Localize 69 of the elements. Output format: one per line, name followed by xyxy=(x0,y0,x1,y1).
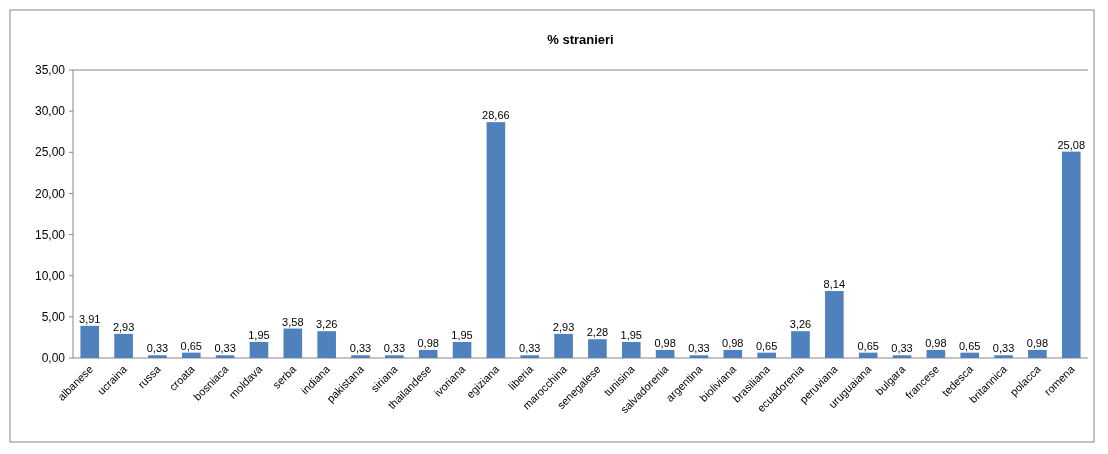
bar xyxy=(317,331,336,358)
data-label: 1,95 xyxy=(620,328,642,341)
bar xyxy=(588,339,607,358)
bar xyxy=(520,355,540,358)
data-label: 3,91 xyxy=(79,312,101,325)
y-tick-label: 10,00 xyxy=(34,268,66,283)
bar xyxy=(621,341,641,358)
y-tick-label: 25,00 xyxy=(34,145,66,160)
bar xyxy=(215,355,235,358)
data-label: 0,65 xyxy=(857,339,879,352)
data-label: 0,33 xyxy=(519,342,541,355)
y-tick-label: 35,00 xyxy=(34,63,66,78)
data-label: 2,28 xyxy=(586,326,609,339)
bar xyxy=(114,333,133,358)
bar xyxy=(80,325,100,358)
data-label: 0,98 xyxy=(925,336,947,349)
data-label: 0,65 xyxy=(180,339,202,352)
data-label: 1,95 xyxy=(248,328,270,341)
data-label: 0,65 xyxy=(959,339,981,352)
bar xyxy=(892,355,912,358)
y-tick-label: 0,00 xyxy=(41,351,66,366)
data-label: 0,33 xyxy=(992,342,1015,355)
data-label: 3,58 xyxy=(282,315,304,328)
data-label: 0,98 xyxy=(654,336,676,349)
y-tick-label: 5,00 xyxy=(41,310,66,325)
bar xyxy=(960,352,980,358)
y-tick-label: 30,00 xyxy=(34,104,66,119)
bar xyxy=(418,349,438,358)
bar xyxy=(554,333,573,358)
bar xyxy=(994,355,1013,358)
data-label: 0,98 xyxy=(722,336,744,349)
bar xyxy=(486,122,506,358)
bar xyxy=(723,349,743,358)
bar xyxy=(249,341,269,358)
bar xyxy=(148,355,167,358)
data-label: 0,33 xyxy=(688,342,710,355)
data-label: 0,98 xyxy=(1026,336,1049,349)
bar xyxy=(385,355,404,358)
data-label: 0,33 xyxy=(214,342,236,355)
data-label: 1,95 xyxy=(451,328,473,341)
data-label: 3,26 xyxy=(789,318,812,331)
data-label: 2,93 xyxy=(112,320,135,333)
data-label: 0,33 xyxy=(349,342,372,355)
chart-title: % stranieri xyxy=(547,32,614,47)
bar xyxy=(689,355,709,358)
bar xyxy=(181,352,201,358)
bar xyxy=(926,349,946,358)
data-label: 2,93 xyxy=(552,320,575,333)
bar xyxy=(452,341,472,358)
bar xyxy=(655,349,675,358)
data-label: 8,14 xyxy=(823,278,846,291)
data-label: 28,66 xyxy=(482,109,510,122)
bar xyxy=(351,355,370,358)
data-label: 0,33 xyxy=(146,342,169,355)
y-tick-label: 15,00 xyxy=(34,227,66,242)
bar xyxy=(757,352,776,358)
data-label: 0,33 xyxy=(383,342,406,355)
data-label: 3,26 xyxy=(315,318,338,331)
bar xyxy=(283,328,303,358)
data-label: 0,33 xyxy=(891,342,913,355)
bar xyxy=(858,352,878,358)
bar xyxy=(825,291,844,358)
data-label: 25,08 xyxy=(1057,138,1086,151)
bar xyxy=(791,331,810,358)
data-label: 0,65 xyxy=(755,339,778,352)
bar xyxy=(1028,349,1047,358)
bar xyxy=(1061,151,1081,358)
data-label: 0,98 xyxy=(417,336,439,349)
y-tick-label: 20,00 xyxy=(34,186,66,201)
